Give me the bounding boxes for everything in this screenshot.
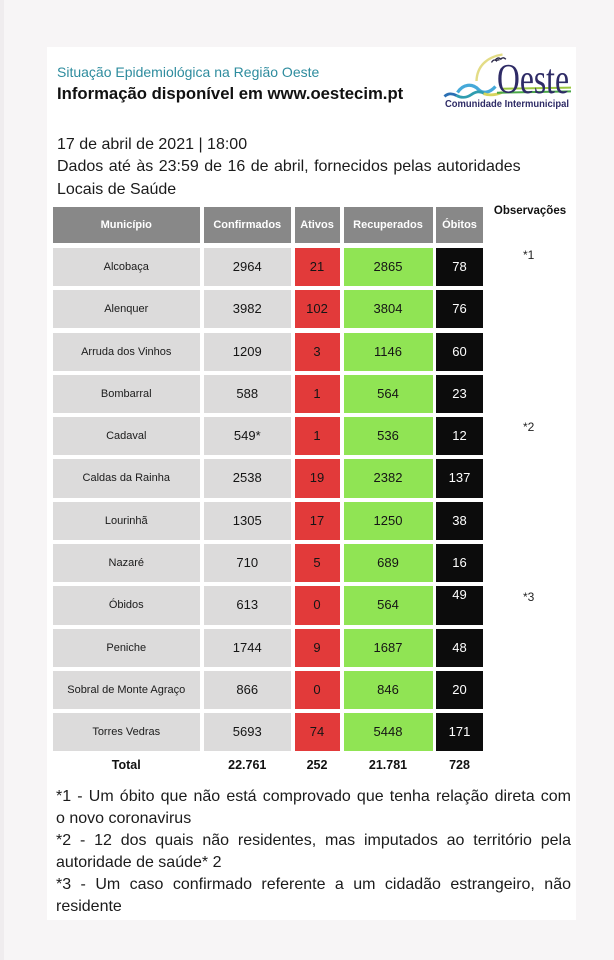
svg-text:Oeste: Oeste xyxy=(497,57,569,103)
svg-text:Comunidade Intermunicipal: Comunidade Intermunicipal xyxy=(445,98,569,110)
